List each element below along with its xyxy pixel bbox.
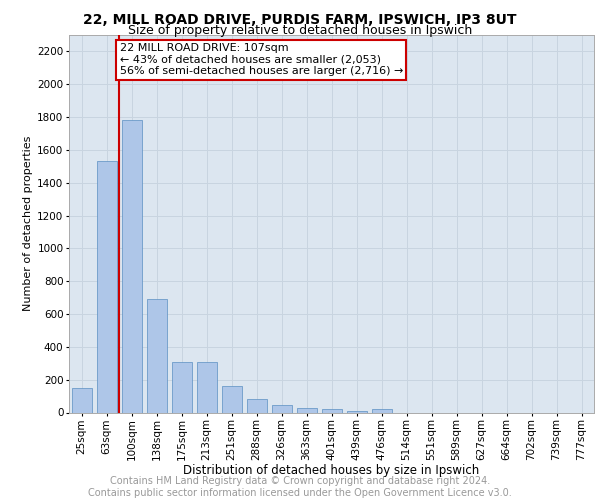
Text: 22, MILL ROAD DRIVE, PURDIS FARM, IPSWICH, IP3 8UT: 22, MILL ROAD DRIVE, PURDIS FARM, IPSWIC…: [83, 12, 517, 26]
Bar: [71, 388, 91, 412]
Bar: [271, 405, 292, 412]
Bar: [146, 299, 167, 412]
Bar: [347, 411, 367, 412]
Text: 22 MILL ROAD DRIVE: 107sqm
← 43% of detached houses are smaller (2,053)
56% of s: 22 MILL ROAD DRIVE: 107sqm ← 43% of deta…: [119, 43, 403, 76]
Bar: [322, 409, 341, 412]
X-axis label: Distribution of detached houses by size in Ipswich: Distribution of detached houses by size …: [184, 464, 479, 477]
Text: Contains HM Land Registry data © Crown copyright and database right 2024.
Contai: Contains HM Land Registry data © Crown c…: [88, 476, 512, 498]
Bar: [247, 400, 266, 412]
Bar: [172, 362, 191, 412]
Y-axis label: Number of detached properties: Number of detached properties: [23, 136, 33, 312]
Bar: [221, 386, 241, 412]
Bar: [296, 408, 317, 412]
Bar: [121, 120, 142, 412]
Text: Size of property relative to detached houses in Ipswich: Size of property relative to detached ho…: [128, 24, 472, 37]
Bar: [197, 362, 217, 412]
Bar: [97, 162, 116, 412]
Bar: [371, 409, 392, 412]
